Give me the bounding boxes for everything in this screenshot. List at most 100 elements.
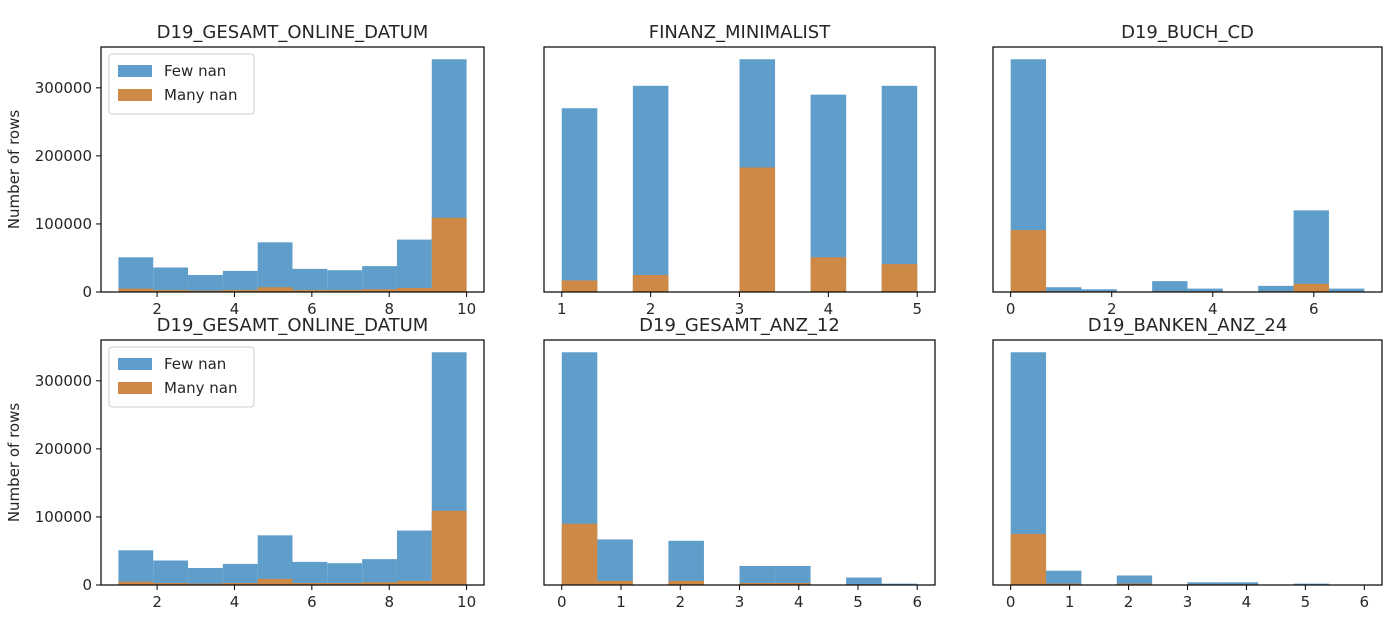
bar-many-nan-3 [188,583,223,585]
subplot-5: D19_GESAMT_ANZ_12 0 1 2 3 4 5 6 [543,315,936,611]
bar-few-nan-7 [327,563,363,585]
legend-swatch-many-nan [118,382,152,394]
x-tick-label: 10 [457,300,476,318]
y-tick-label: 100000 [35,508,92,526]
subplot-4: D19_GESAMT_ONLINE_DATUM 2 4 6 8 10 0 100000 2000… [5,315,485,611]
legend-label-few-nan: Few nan [164,62,226,80]
y-axis-label: Number of rows [5,403,23,523]
x-tick-label: 4 [230,593,240,611]
legend-swatch-few-nan [118,358,152,370]
bar-few-nan-2 [1046,570,1082,585]
x-tick-label: 8 [384,300,394,318]
x-tick-label: 0 [557,593,567,611]
bar-few-nan-8 [362,266,397,292]
bar-few-nan-6 [739,565,776,585]
bar-many-nan-1 [1010,533,1047,585]
subplot-title: D19_GESAMT_ONLINE_DATUM [157,22,429,43]
bar-few-nan-9 [1293,583,1329,585]
x-tick-label: 1 [557,300,567,318]
bar-many-nan-1 [1010,230,1047,292]
bar-few-nan-9 [396,239,432,292]
x-tick-label: 1 [1065,593,1075,611]
bar-few-nan-1 [118,257,154,292]
bar-many-nan-6 [292,582,328,585]
subplot-title: D19_GESAMT_ONLINE_DATUM [157,315,429,336]
bar-few-nan-7 [775,565,811,585]
x-tick-label: 2 [675,593,685,611]
x-tick-label: 2 [152,593,162,611]
bar-few-nan-2 [153,560,189,585]
axes-frame [100,46,485,293]
bar-many-nan-6 [292,289,328,292]
legend-swatch-few-nan [118,65,152,77]
x-tick-label: 2 [152,300,162,318]
x-tick-label: 5 [912,300,922,318]
x-tick-label: 4 [230,300,240,318]
legend: Few nan Many nan [108,53,255,115]
bar-few-nan-5 [257,535,293,585]
bar-few-nan-4 [668,540,704,585]
bar-few-nan-7 [327,270,363,292]
subplot-title: D19_BUCH_CD [1121,22,1254,43]
bar-many-nan-1 [118,288,154,292]
bar-few-nan-3 [1081,289,1117,292]
x-tick-label: 3 [735,593,745,611]
axes-frame [100,339,485,586]
bar-many-nan-1 [561,280,598,292]
bar-few-nan-6 [1187,288,1223,292]
y-tick-label: 200000 [35,440,92,458]
subplot-title: FINANZ_MINIMALIST [649,22,831,43]
subplot-1: D19_GESAMT_ONLINE_DATUM 2 4 6 8 10 0 100000 2000… [5,22,485,318]
x-tick-label: 0 [1006,593,1016,611]
subplot-3: D19_BUCH_CD 0 2 4 6 [992,22,1383,318]
x-tick-label: 6 [912,593,922,611]
bar-many-nan-7 [327,582,363,585]
bar-many-nan-7 [775,582,811,585]
x-tick-label: 0 [1006,300,1016,318]
bar-few-nan-3 [188,567,223,585]
legend-label-many-nan: Many nan [164,86,238,104]
x-tick-label: 2 [646,300,656,318]
bar-many-nan-3 [188,290,223,292]
bar-few-nan-5 [257,242,293,292]
bar-few-nan-1 [118,550,154,585]
bar-many-nan-4 [668,580,704,585]
subplot-6: D19_BANKEN_ANZ_24 0 1 2 3 4 5 6 [992,315,1383,611]
bar-many-nan-1 [561,523,598,585]
bar-few-nan-3 [188,274,223,292]
bar-few-nan-2 [632,85,669,293]
x-tick-label: 6 [1360,593,1370,611]
bar-many-nan-10 [431,217,467,292]
x-tick-label: 2 [1124,593,1134,611]
bar-few-nan-2 [597,539,633,585]
bar-many-nan-9 [396,287,432,292]
bar-many-nan-5 [257,287,293,292]
bar-many-nan-4 [222,289,258,292]
legend-label-many-nan: Many nan [164,379,238,397]
bar-few-nan-8 [1258,285,1294,292]
x-tick-label: 5 [853,593,863,611]
bar-many-nan-2 [597,580,633,585]
bar-many-nan-2 [1046,583,1082,585]
bar-few-nan-10 [1328,288,1365,292]
bar-few-nan-1 [561,108,598,292]
x-tick-label: 6 [307,300,317,318]
bar-many-nan-8 [362,582,397,585]
bar-many-nan-6 [739,582,776,585]
x-tick-label: 4 [1208,300,1218,318]
bar-few-nan-10 [881,583,918,585]
x-tick-label: 4 [1242,593,1252,611]
x-tick-label: 2 [1107,300,1117,318]
subplot-title: D19_BANKEN_ANZ_24 [1088,315,1288,336]
bar-few-nan-9 [396,530,432,585]
bar-few-nan-7 [1222,582,1259,585]
bar-few-nan-5 [881,85,918,293]
bar-many-nan-2 [632,274,669,292]
bar-many-nan-8 [362,289,397,292]
bar-few-nan-4 [222,270,258,292]
bar-many-nan-9 [396,580,432,585]
legend-label-few-nan: Few nan [164,355,226,373]
bar-many-nan-2 [153,289,189,292]
x-tick-label: 5 [1301,593,1311,611]
